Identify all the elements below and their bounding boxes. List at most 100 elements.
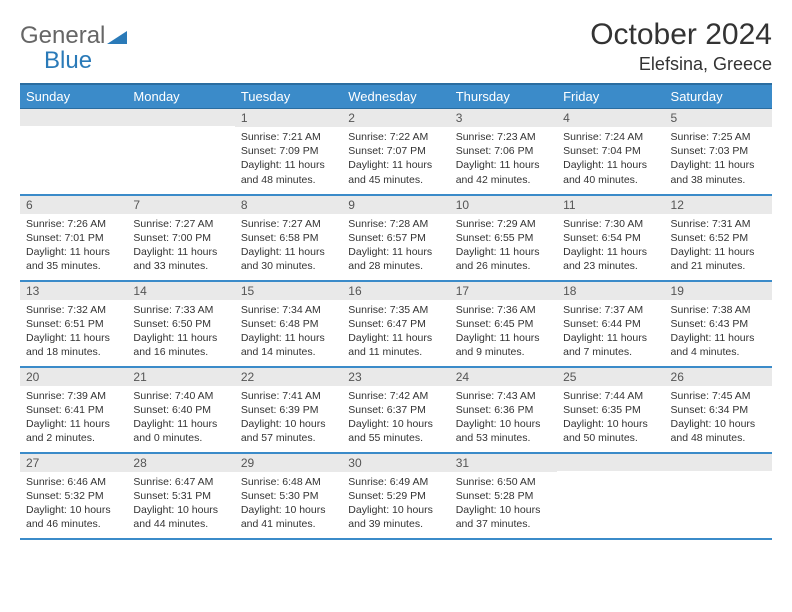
daylight-text: Daylight: 11 hours and 26 minutes. xyxy=(456,245,551,273)
day-number: 20 xyxy=(20,368,127,386)
daylight-text: Daylight: 11 hours and 11 minutes. xyxy=(348,331,443,359)
sunset-text: Sunset: 7:04 PM xyxy=(563,144,658,158)
daylight-text: Daylight: 10 hours and 50 minutes. xyxy=(563,417,658,445)
calendar-cell: 20Sunrise: 7:39 AMSunset: 6:41 PMDayligh… xyxy=(20,367,127,453)
sunrise-text: Sunrise: 6:49 AM xyxy=(348,475,443,489)
calendar-cell: 19Sunrise: 7:38 AMSunset: 6:43 PMDayligh… xyxy=(665,281,772,367)
day-content: Sunrise: 7:23 AMSunset: 7:06 PMDaylight:… xyxy=(450,127,557,191)
calendar-cell: 8Sunrise: 7:27 AMSunset: 6:58 PMDaylight… xyxy=(235,195,342,281)
day-content: Sunrise: 7:31 AMSunset: 6:52 PMDaylight:… xyxy=(665,214,772,278)
day-content: Sunrise: 7:22 AMSunset: 7:07 PMDaylight:… xyxy=(342,127,449,191)
day-content: Sunrise: 7:27 AMSunset: 7:00 PMDaylight:… xyxy=(127,214,234,278)
day-content: Sunrise: 7:44 AMSunset: 6:35 PMDaylight:… xyxy=(557,386,664,450)
calendar-cell xyxy=(20,109,127,195)
logo-text-2: Blue xyxy=(44,47,127,75)
sunset-text: Sunset: 6:43 PM xyxy=(671,317,766,331)
day-number: 27 xyxy=(20,454,127,472)
sunrise-text: Sunrise: 7:23 AM xyxy=(456,130,551,144)
sunrise-text: Sunrise: 7:27 AM xyxy=(133,217,228,231)
day-content: Sunrise: 7:41 AMSunset: 6:39 PMDaylight:… xyxy=(235,386,342,450)
day-content: Sunrise: 7:27 AMSunset: 6:58 PMDaylight:… xyxy=(235,214,342,278)
day-content: Sunrise: 6:50 AMSunset: 5:28 PMDaylight:… xyxy=(450,472,557,536)
daylight-text: Daylight: 11 hours and 21 minutes. xyxy=(671,245,766,273)
day-content: Sunrise: 7:39 AMSunset: 6:41 PMDaylight:… xyxy=(20,386,127,450)
daylight-text: Daylight: 10 hours and 44 minutes. xyxy=(133,503,228,531)
day-number: 28 xyxy=(127,454,234,472)
day-number: 16 xyxy=(342,282,449,300)
sunset-text: Sunset: 6:45 PM xyxy=(456,317,551,331)
day-content: Sunrise: 7:33 AMSunset: 6:50 PMDaylight:… xyxy=(127,300,234,364)
sunset-text: Sunset: 6:37 PM xyxy=(348,403,443,417)
calendar-cell xyxy=(127,109,234,195)
sunset-text: Sunset: 7:00 PM xyxy=(133,231,228,245)
day-number: 25 xyxy=(557,368,664,386)
calendar-cell: 13Sunrise: 7:32 AMSunset: 6:51 PMDayligh… xyxy=(20,281,127,367)
sunrise-text: Sunrise: 7:25 AM xyxy=(671,130,766,144)
sunrise-text: Sunrise: 6:48 AM xyxy=(241,475,336,489)
daylight-text: Daylight: 11 hours and 16 minutes. xyxy=(133,331,228,359)
calendar-table: Sunday Monday Tuesday Wednesday Thursday… xyxy=(20,83,772,540)
sunrise-text: Sunrise: 7:43 AM xyxy=(456,389,551,403)
weekday-header: Tuesday xyxy=(235,84,342,109)
day-number: 14 xyxy=(127,282,234,300)
calendar-cell: 22Sunrise: 7:41 AMSunset: 6:39 PMDayligh… xyxy=(235,367,342,453)
calendar-cell: 24Sunrise: 7:43 AMSunset: 6:36 PMDayligh… xyxy=(450,367,557,453)
sunset-text: Sunset: 6:39 PM xyxy=(241,403,336,417)
day-number: 12 xyxy=(665,196,772,214)
day-number: 1 xyxy=(235,109,342,127)
daylight-text: Daylight: 11 hours and 48 minutes. xyxy=(241,158,336,186)
day-number: 29 xyxy=(235,454,342,472)
sunrise-text: Sunrise: 7:21 AM xyxy=(241,130,336,144)
day-content: Sunrise: 7:43 AMSunset: 6:36 PMDaylight:… xyxy=(450,386,557,450)
calendar-cell: 26Sunrise: 7:45 AMSunset: 6:34 PMDayligh… xyxy=(665,367,772,453)
day-content: Sunrise: 7:36 AMSunset: 6:45 PMDaylight:… xyxy=(450,300,557,364)
calendar-cell: 23Sunrise: 7:42 AMSunset: 6:37 PMDayligh… xyxy=(342,367,449,453)
sunrise-text: Sunrise: 7:30 AM xyxy=(563,217,658,231)
sunrise-text: Sunrise: 7:40 AM xyxy=(133,389,228,403)
daylight-text: Daylight: 11 hours and 23 minutes. xyxy=(563,245,658,273)
day-content: Sunrise: 7:24 AMSunset: 7:04 PMDaylight:… xyxy=(557,127,664,191)
calendar-cell: 30Sunrise: 6:49 AMSunset: 5:29 PMDayligh… xyxy=(342,453,449,539)
sunset-text: Sunset: 6:44 PM xyxy=(563,317,658,331)
weekday-header: Saturday xyxy=(665,84,772,109)
weekday-header: Friday xyxy=(557,84,664,109)
calendar-cell xyxy=(665,453,772,539)
sunset-text: Sunset: 6:48 PM xyxy=(241,317,336,331)
sunset-text: Sunset: 6:50 PM xyxy=(133,317,228,331)
calendar-cell: 9Sunrise: 7:28 AMSunset: 6:57 PMDaylight… xyxy=(342,195,449,281)
day-number: 7 xyxy=(127,196,234,214)
day-content: Sunrise: 7:35 AMSunset: 6:47 PMDaylight:… xyxy=(342,300,449,364)
sunset-text: Sunset: 5:31 PM xyxy=(133,489,228,503)
daylight-text: Daylight: 11 hours and 35 minutes. xyxy=(26,245,121,273)
day-content: Sunrise: 7:30 AMSunset: 6:54 PMDaylight:… xyxy=(557,214,664,278)
day-number: 19 xyxy=(665,282,772,300)
sunset-text: Sunset: 7:07 PM xyxy=(348,144,443,158)
day-number: 13 xyxy=(20,282,127,300)
day-number: 30 xyxy=(342,454,449,472)
day-content: Sunrise: 7:40 AMSunset: 6:40 PMDaylight:… xyxy=(127,386,234,450)
calendar-cell: 17Sunrise: 7:36 AMSunset: 6:45 PMDayligh… xyxy=(450,281,557,367)
sunrise-text: Sunrise: 6:46 AM xyxy=(26,475,121,489)
sunrise-text: Sunrise: 7:22 AM xyxy=(348,130,443,144)
logo-text-1: General xyxy=(20,22,105,49)
day-number xyxy=(20,109,127,126)
calendar-cell: 14Sunrise: 7:33 AMSunset: 6:50 PMDayligh… xyxy=(127,281,234,367)
calendar-cell: 31Sunrise: 6:50 AMSunset: 5:28 PMDayligh… xyxy=(450,453,557,539)
calendar-cell: 21Sunrise: 7:40 AMSunset: 6:40 PMDayligh… xyxy=(127,367,234,453)
calendar-cell: 15Sunrise: 7:34 AMSunset: 6:48 PMDayligh… xyxy=(235,281,342,367)
sunset-text: Sunset: 6:52 PM xyxy=(671,231,766,245)
day-content: Sunrise: 7:25 AMSunset: 7:03 PMDaylight:… xyxy=(665,127,772,191)
sunset-text: Sunset: 5:28 PM xyxy=(456,489,551,503)
sunrise-text: Sunrise: 7:26 AM xyxy=(26,217,121,231)
sunrise-text: Sunrise: 7:44 AM xyxy=(563,389,658,403)
sunset-text: Sunset: 5:30 PM xyxy=(241,489,336,503)
calendar-cell: 5Sunrise: 7:25 AMSunset: 7:03 PMDaylight… xyxy=(665,109,772,195)
daylight-text: Daylight: 11 hours and 0 minutes. xyxy=(133,417,228,445)
daylight-text: Daylight: 11 hours and 7 minutes. xyxy=(563,331,658,359)
sunrise-text: Sunrise: 7:34 AM xyxy=(241,303,336,317)
calendar-cell: 18Sunrise: 7:37 AMSunset: 6:44 PMDayligh… xyxy=(557,281,664,367)
day-number: 6 xyxy=(20,196,127,214)
header: General Blue October 2024 Elefsina, Gree… xyxy=(20,18,772,75)
sunset-text: Sunset: 6:40 PM xyxy=(133,403,228,417)
sunset-text: Sunset: 5:29 PM xyxy=(348,489,443,503)
